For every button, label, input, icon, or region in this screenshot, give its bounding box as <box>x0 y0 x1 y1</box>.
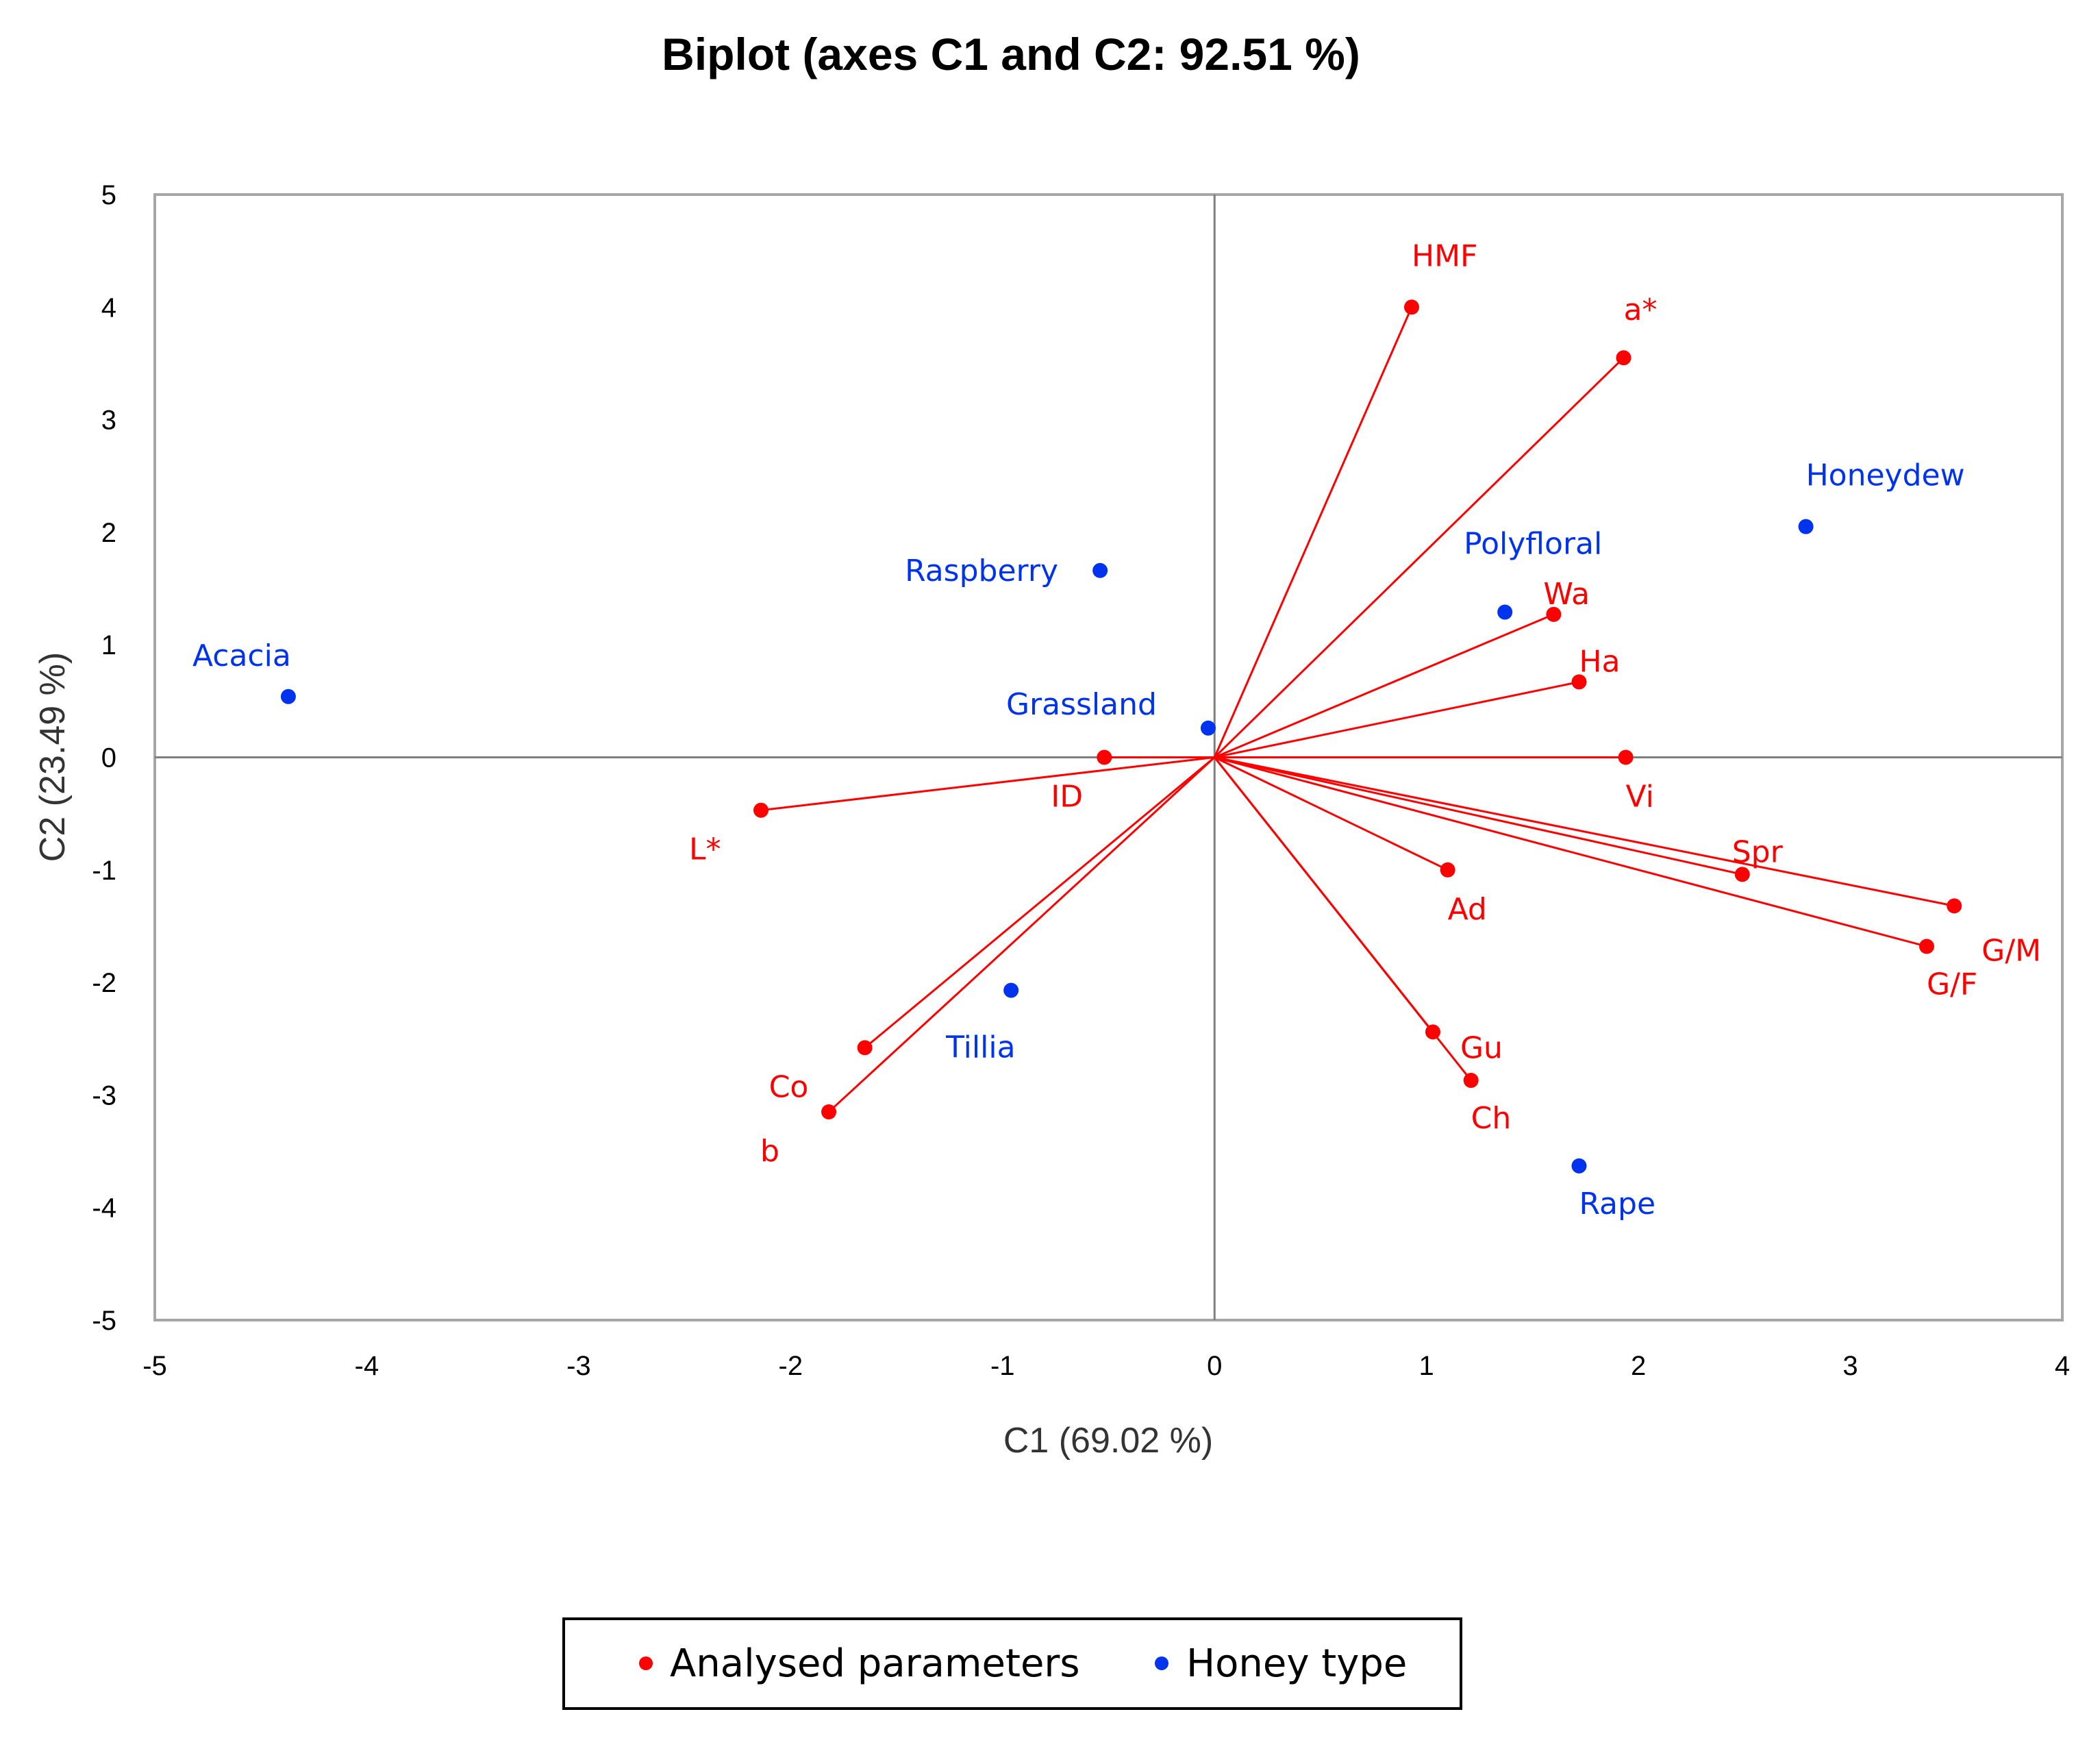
parameter-label-wa: Wa <box>1543 577 1590 612</box>
parameter-point-co <box>857 1040 873 1056</box>
legend-label-analysed-parameters: Analysed parameters <box>670 1641 1080 1686</box>
parameter-point-ch <box>1463 1073 1479 1089</box>
honey-label-tillia: Tillia <box>945 1030 1015 1065</box>
honey-point-honeydew <box>1798 519 1814 534</box>
data-points: HMF a* Wa Ha Vi ID L* Spr Ad G/MG/F Gu Ch Co b Acacia R… <box>192 238 2041 1221</box>
honey-label-honeydew: Honeydew <box>1806 458 1965 493</box>
y-tick-label: -4 <box>92 1193 116 1224</box>
x-tick-label: 0 <box>1207 1351 1222 1381</box>
legend-marker-analysed-parameters <box>639 1656 653 1670</box>
x-tick-label: -2 <box>779 1351 803 1381</box>
axis-ticks: -5 -4 -3 -2 -1 0 1 2 3 4 5 4 3 2 1 0 -1 -2 -3 -4 -5 <box>92 180 2070 1381</box>
vector-a <box>1214 357 1625 758</box>
honey-point-grassland <box>1200 720 1216 736</box>
vector-hmf <box>1213 306 1413 758</box>
vector-co <box>864 756 1216 1049</box>
honey-point-polyfloral <box>1497 604 1513 620</box>
y-tick-label: 5 <box>101 180 116 210</box>
x-tick-label: 2 <box>1631 1351 1646 1381</box>
vector-b <box>828 756 1216 1113</box>
x-tick-label: -5 <box>142 1351 167 1381</box>
legend-label-honey-type: Honey type <box>1186 1641 1407 1686</box>
x-tick-label: -1 <box>990 1351 1015 1381</box>
vector-l <box>760 756 1215 812</box>
honey-point-tillia <box>1003 982 1019 998</box>
parameter-label-ha: Ha <box>1579 644 1620 679</box>
parameter-vectors <box>760 306 1955 1113</box>
parameter-point-ha <box>1571 674 1587 690</box>
parameter-point-id <box>1097 749 1112 765</box>
parameter-point-a <box>1616 350 1632 366</box>
x-axis-label: C1 (69.02 %) <box>1003 1421 1213 1461</box>
parameter-label-g-m: G/M <box>1982 933 2041 968</box>
y-tick-label: -3 <box>92 1080 116 1110</box>
vector-wa <box>1214 613 1554 758</box>
parameter-label-spr: Spr <box>1732 834 1784 869</box>
y-tick-label: 4 <box>101 293 116 323</box>
honey-point-raspberry <box>1092 562 1108 578</box>
honey-point-rape <box>1571 1158 1587 1174</box>
honey-label-acacia: Acacia <box>192 638 291 673</box>
vector-spr <box>1214 756 1743 876</box>
vector-ha <box>1214 680 1579 758</box>
vector-g-f <box>1214 756 1927 947</box>
parameter-point-hmf <box>1404 299 1420 315</box>
x-tick-label: 4 <box>2055 1351 2070 1381</box>
y-tick-label: -5 <box>92 1306 116 1336</box>
parameter-point-g-f <box>1918 939 1934 954</box>
parameter-point-gu <box>1425 1024 1440 1040</box>
parameter-label-id: ID <box>1051 780 1083 815</box>
y-tick-label: -1 <box>92 856 116 886</box>
x-tick-label: 1 <box>1419 1351 1434 1381</box>
legend-frame <box>562 1617 1462 1710</box>
y-tick-label: 1 <box>101 630 116 660</box>
parameter-point-ad <box>1440 862 1455 878</box>
parameter-label-co: Co <box>769 1069 809 1104</box>
vector-ad <box>1214 756 1449 871</box>
parameter-point-wa <box>1546 606 1562 622</box>
honey-point-acacia <box>280 688 296 704</box>
parameter-point-l <box>753 802 769 818</box>
honey-label-rape: Rape <box>1579 1187 1655 1221</box>
chart-title: Biplot (axes C1 and C2: 92.51 %) <box>662 29 1360 79</box>
parameter-point-vi <box>1618 749 1634 765</box>
parameter-label-ch: Ch <box>1471 1101 1512 1136</box>
parameter-label-vi: Vi <box>1626 780 1654 815</box>
parameter-label-hmf: HMF <box>1412 238 1477 273</box>
honey-label-polyfloral: Polyfloral <box>1464 527 1602 562</box>
parameter-label-gu: Gu <box>1460 1030 1503 1065</box>
parameter-label-ad: Ad <box>1448 892 1487 927</box>
x-tick-label: -3 <box>566 1351 591 1381</box>
parameter-label-b: b <box>760 1134 779 1169</box>
legend: Analysed parameters Honey type <box>562 1617 1462 1710</box>
y-axis-label: C2 (23.49 %) <box>33 652 73 862</box>
parameter-point-b <box>821 1104 837 1120</box>
legend-marker-honey-type <box>1155 1656 1168 1670</box>
honey-label-grassland: Grassland <box>1006 687 1157 722</box>
x-tick-label: -4 <box>355 1351 379 1381</box>
parameter-label-g-f: G/F <box>1927 967 1977 1002</box>
honey-label-raspberry: Raspberry <box>905 554 1058 588</box>
y-tick-label: 3 <box>101 406 116 436</box>
vector-g-m <box>1214 756 1955 907</box>
parameter-point-spr <box>1734 867 1750 882</box>
y-tick-label: -2 <box>92 968 116 998</box>
parameter-label-a: a* <box>1623 293 1657 327</box>
y-tick-label: 0 <box>101 743 116 773</box>
parameter-point-g-m <box>1947 898 1962 914</box>
y-tick-label: 2 <box>101 518 116 548</box>
x-tick-label: 3 <box>1842 1351 1858 1381</box>
parameter-label-l: L* <box>689 832 721 867</box>
